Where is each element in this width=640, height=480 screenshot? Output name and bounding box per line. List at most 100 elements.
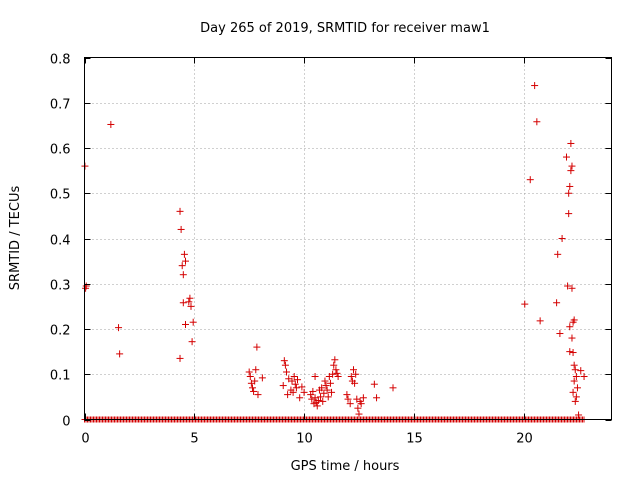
data-point xyxy=(354,404,362,412)
data-point xyxy=(324,393,332,401)
data-point xyxy=(179,299,187,307)
data-point xyxy=(311,373,319,381)
data-point xyxy=(178,262,186,270)
data-point xyxy=(568,284,576,292)
chart-title: Day 265 of 2019, SRMTID for receiver maw… xyxy=(200,21,490,36)
data-point xyxy=(180,250,188,258)
data-point xyxy=(246,373,254,381)
data-point xyxy=(330,361,338,369)
data-point xyxy=(309,387,317,395)
data-point xyxy=(570,377,578,385)
y-tick-label: 0.4 xyxy=(50,234,71,249)
data-point xyxy=(250,387,258,395)
data-point xyxy=(580,373,588,381)
data-point xyxy=(562,153,570,161)
data-point xyxy=(314,396,322,404)
y-tick-label: 0.7 xyxy=(50,98,71,113)
x-tick-label: 20 xyxy=(516,432,533,447)
data-point xyxy=(189,318,197,326)
data-point xyxy=(308,395,316,403)
data-point xyxy=(347,373,355,381)
data-point xyxy=(248,384,256,392)
data-point xyxy=(553,299,561,307)
y-axis-label: SRMTID / TECUs xyxy=(8,186,23,291)
plot-frame xyxy=(84,57,612,420)
data-point xyxy=(176,207,184,215)
data-point xyxy=(389,384,397,392)
data-point xyxy=(283,368,291,376)
data-point xyxy=(344,395,352,403)
data-point xyxy=(571,366,579,374)
data-point xyxy=(565,210,573,218)
data-point xyxy=(176,354,184,362)
data-point xyxy=(288,377,296,385)
data-point xyxy=(352,370,360,378)
data-point xyxy=(107,120,115,128)
data-point xyxy=(569,349,577,357)
data-point xyxy=(571,397,579,405)
data-point xyxy=(554,250,562,258)
data-point xyxy=(321,377,329,385)
y-tick-label: 0 xyxy=(62,415,70,430)
x-axis-label: GPS time / hours xyxy=(291,459,400,474)
data-point xyxy=(177,225,185,233)
data-point xyxy=(569,388,577,396)
x-tick-label: 10 xyxy=(296,432,313,447)
x-tick-label: 5 xyxy=(190,432,198,447)
data-point xyxy=(526,176,534,184)
data-point xyxy=(328,388,336,396)
data-point xyxy=(296,394,304,402)
data-point xyxy=(317,393,325,401)
axis-ticks xyxy=(84,57,612,421)
data-point xyxy=(343,391,351,399)
x-tick-labels: 0 5 10 15 20 xyxy=(81,432,532,447)
data-point xyxy=(115,324,123,332)
data-point xyxy=(331,356,339,364)
data-point xyxy=(82,282,90,290)
data-point xyxy=(334,373,342,381)
data-point xyxy=(533,118,541,126)
data-point xyxy=(521,300,529,308)
data-point xyxy=(290,373,298,381)
data-point xyxy=(566,348,574,356)
data-point xyxy=(326,379,334,387)
data-point xyxy=(575,411,583,419)
data-point xyxy=(566,323,574,331)
data-point xyxy=(572,373,580,381)
data-point xyxy=(179,271,187,279)
data-point xyxy=(570,316,578,324)
data-point xyxy=(185,298,193,306)
data-point xyxy=(351,379,359,387)
data-point xyxy=(313,402,321,410)
data-point xyxy=(298,383,306,391)
data-point xyxy=(320,389,328,397)
data-point xyxy=(359,394,367,402)
data-point xyxy=(373,394,381,402)
data-point xyxy=(322,382,330,390)
y-tick-label: 0.1 xyxy=(50,369,71,384)
data-point xyxy=(293,376,301,384)
data-point xyxy=(332,366,340,374)
data-point xyxy=(253,343,261,351)
data-point xyxy=(568,162,576,170)
y-tick-labels: 0 0.1 0.2 0.3 0.4 0.5 0.6 0.7 0.8 xyxy=(50,53,71,430)
data-point xyxy=(370,380,378,388)
data-point xyxy=(577,367,585,375)
data-point xyxy=(323,386,331,394)
data-point xyxy=(329,370,337,378)
x-tick-label: 0 xyxy=(81,432,89,447)
data-point xyxy=(182,320,190,328)
data-point xyxy=(355,410,363,418)
data-point xyxy=(289,388,297,396)
data-point xyxy=(292,384,300,392)
grid-layer xyxy=(84,57,612,420)
data-point xyxy=(318,384,326,392)
data-point xyxy=(254,391,262,399)
data-point xyxy=(567,167,575,175)
y-tick-label: 0.5 xyxy=(50,188,71,203)
data-point xyxy=(279,382,287,390)
data-point xyxy=(258,374,266,382)
data-point xyxy=(116,350,124,358)
data-point xyxy=(572,393,580,401)
